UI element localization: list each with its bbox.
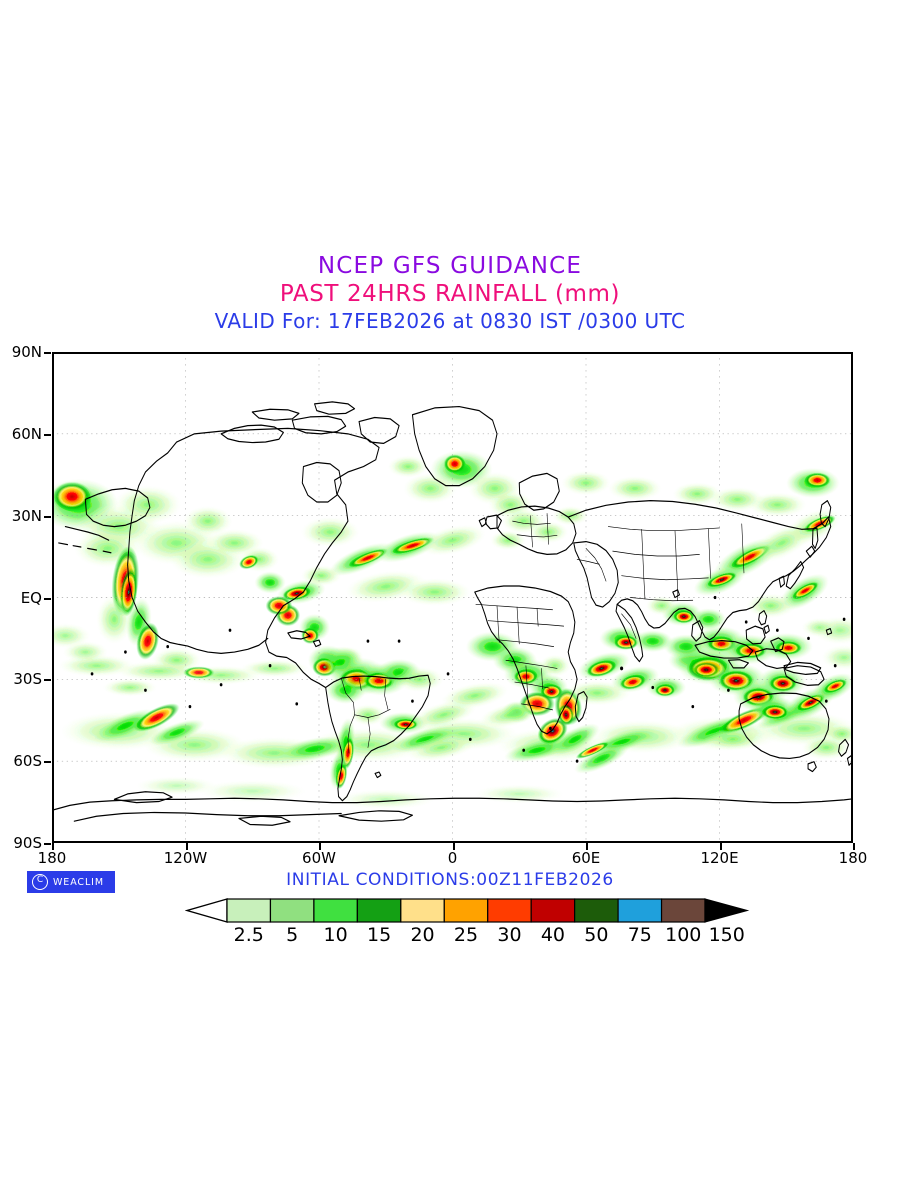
colorbar-tick-label: 150 [708, 924, 745, 946]
colorbar-swatch [574, 898, 619, 923]
x-axis-tick [719, 843, 722, 850]
x-axis-label: 60W [302, 849, 336, 867]
colorbar-swatch [269, 898, 315, 923]
colorbar-swatch [487, 898, 532, 923]
colorbar-swatch [356, 898, 402, 923]
y-axis-tick [44, 433, 51, 436]
x-axis-label: 180 [37, 849, 67, 867]
x-axis-tick [853, 843, 855, 850]
x-axis-label: 120E [700, 849, 739, 867]
colorbar-tick-label: 15 [366, 924, 392, 946]
x-axis-label: 0 [447, 849, 458, 867]
colorbar-swatch [443, 898, 489, 923]
colorbar-over-arrow [704, 898, 750, 923]
colorbar-tick-label: 50 [584, 924, 609, 946]
colorbar-swatch [226, 898, 272, 923]
colorbar-tick-label: 10 [323, 924, 348, 946]
x-axis-tick [586, 843, 588, 850]
y-axis-tick [44, 843, 51, 845]
y-axis-tick [44, 679, 51, 682]
rainfall-map-svg [52, 352, 853, 843]
chart-subtitle: PAST 24HRS RAINFALL (mm) [279, 281, 621, 307]
y-axis-tick [44, 515, 51, 518]
y-axis-label: 90N [11, 343, 42, 361]
colorbar-swatch [530, 898, 576, 923]
rainfall-map [52, 352, 853, 843]
colorbar-under-arrow [185, 898, 228, 923]
colorbar-legend: 2.5 5 10 15 20 25 30 40 50 75 100 150 [185, 896, 755, 956]
colorbar-tick-label: 5 [286, 924, 299, 946]
x-axis-label: 120W [163, 849, 208, 867]
island-dots [90, 595, 846, 763]
chart-title-block: NCEP GFS GUIDANCE PAST 24HRS RAINFALL (m… [0, 252, 900, 334]
y-axis-tick [44, 352, 51, 354]
initial-conditions-label: INITIAL CONDITIONS:00Z11FEB2026 [286, 870, 614, 890]
y-axis-label: 30S [13, 670, 42, 689]
colorbar-swatch [617, 898, 663, 923]
colorbar-swatch [313, 898, 358, 923]
colorbar-tick-label: 40 [540, 924, 565, 946]
y-axis-tick [44, 597, 51, 600]
valid-time-label: VALID For: 17FEB2026 at 0830 IST /0300 U… [214, 309, 686, 333]
colorbar-tick-label: 25 [453, 924, 479, 946]
colorbar-tick-label: 75 [627, 924, 652, 946]
map-gridlines [52, 352, 853, 843]
x-axis-tick [185, 843, 188, 850]
weaclim-logo-text: WEACLIM [53, 876, 104, 888]
copyright-icon: C [32, 874, 48, 890]
x-axis-label: 180 [838, 849, 868, 867]
colorbar-svg [185, 898, 750, 923]
colorbar-tick-label: 30 [497, 924, 522, 946]
x-axis-label: 60E [571, 849, 601, 867]
y-axis-label: 30N [11, 506, 42, 525]
coastlines [52, 401, 853, 826]
y-axis-label: 90S [13, 834, 42, 852]
colorbar-tick-label: 2.5 [233, 924, 264, 946]
x-axis-tick [52, 843, 54, 850]
weaclim-logo: C WEACLIM [27, 871, 115, 893]
page-title: NCEP GFS GUIDANCE [317, 253, 583, 279]
y-axis-label: 60N [11, 424, 42, 443]
y-axis-tick [44, 761, 51, 764]
x-axis-tick [319, 843, 321, 850]
y-axis-label: EQ [20, 588, 42, 607]
colorbar-tick-label: 100 [665, 924, 702, 946]
x-axis-tick [452, 843, 455, 850]
colorbar-tick-label: 20 [410, 924, 435, 946]
colorbar-swatch [400, 898, 445, 923]
colorbar-swatch [660, 898, 706, 923]
y-axis-label: 60S [13, 752, 42, 771]
